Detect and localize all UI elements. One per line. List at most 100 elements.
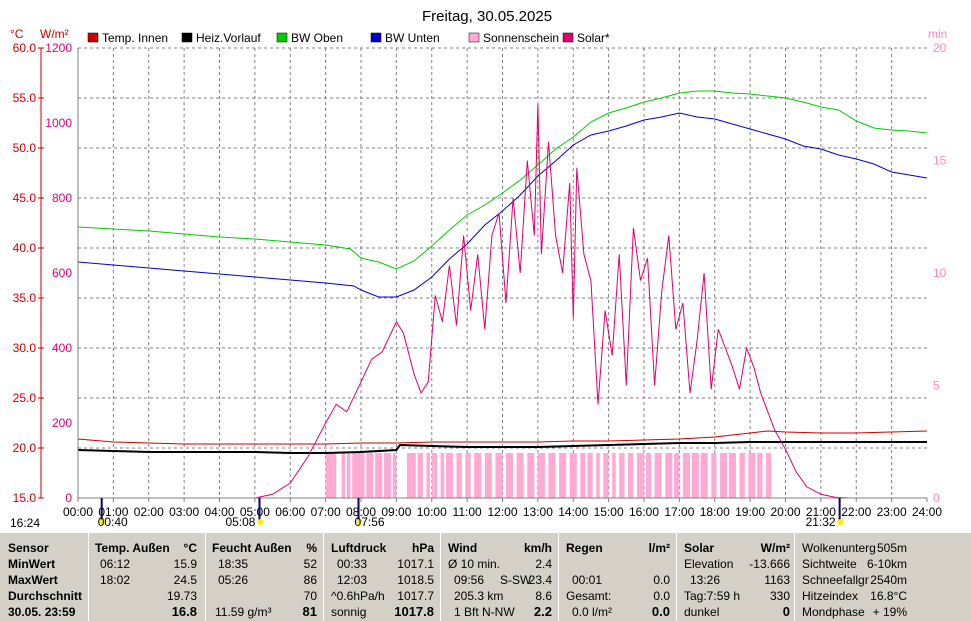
x-tick-label: 15:00 xyxy=(594,505,624,519)
x-tick-label: 08:00 xyxy=(346,505,376,519)
sunshine-bar xyxy=(406,453,416,498)
right-unit-minutes: min xyxy=(928,27,947,41)
x-tick-label: 21:00 xyxy=(806,505,836,519)
x-tick-label: 10:00 xyxy=(417,505,447,519)
wind-max-time: 09:56 xyxy=(454,573,485,587)
temp-column: Temp. Außen °C 06:12 15.9 18:02 24.5 19.73 … xyxy=(88,533,206,621)
humidity-unit: % xyxy=(306,541,317,555)
wind-mean-value: 8.6 xyxy=(535,589,552,603)
sunshine-bar xyxy=(757,453,763,498)
legend-swatch xyxy=(181,32,193,43)
sunshine-bar xyxy=(440,453,445,498)
visibility-value: 6-10km xyxy=(866,557,907,571)
rain-rate: 0.0 l/m² xyxy=(572,605,613,619)
x-tick-label: 07:00 xyxy=(311,505,341,519)
legend-label: Solar* xyxy=(577,31,610,45)
y-tick-label-minutes: 5 xyxy=(933,379,940,393)
legend-swatch xyxy=(87,32,99,43)
sunshine-bar xyxy=(766,453,772,498)
solar-max-time: 13:26 xyxy=(690,573,721,587)
y-tick-label-minutes: 0 xyxy=(933,491,940,505)
left-unit-solar: W/m² xyxy=(40,27,69,41)
wind-max-direction: S-SW xyxy=(500,573,532,587)
y-tick-label-solar: 400 xyxy=(52,341,72,355)
sunshine-bar xyxy=(603,453,609,498)
humidity-column: Feucht Außen% 18:35 52 05:26 86 70 11.59 g… xyxy=(205,533,324,621)
wind-current-value: 2.2 xyxy=(533,604,552,619)
x-tick-label: 02:00 xyxy=(134,505,164,519)
temp-avg-value: 19.73 xyxy=(166,589,197,603)
y-tick-label-solar: 800 xyxy=(52,191,72,205)
snowline-value: 2540m xyxy=(870,573,907,587)
rain-max-value: 0.0 xyxy=(653,573,670,587)
x-tick-label: 19:00 xyxy=(735,505,765,519)
series-line-solar xyxy=(254,104,850,499)
sun-marker-icon xyxy=(257,519,264,525)
sensor-column: Sensor MinWert MaxWert Durchschnitt 30.0… xyxy=(0,533,89,621)
sunshine-bar xyxy=(628,453,634,498)
rain-max-time: 00:01 xyxy=(572,573,603,587)
wind-distance: 205.3 km xyxy=(454,589,504,603)
wind-max-value: 23.4 xyxy=(528,573,552,587)
humidity-header: Feucht Außen xyxy=(212,541,292,555)
solar-elevation-value: -13.666 xyxy=(749,557,790,571)
wind-avg-value: 2.4 xyxy=(535,557,552,571)
y-tick-label-temp: 45.0 xyxy=(13,191,37,205)
y-tick-label-minutes: 15 xyxy=(933,154,947,168)
sun-marker-label: 00:40 xyxy=(98,515,128,529)
solar-avg-value: 330 xyxy=(769,589,790,603)
y-tick-label-solar: 0 xyxy=(65,491,72,505)
sunshine-bar xyxy=(352,453,365,498)
sunshine-bar xyxy=(739,453,745,498)
y-tick-label-solar: 200 xyxy=(52,416,72,430)
sunshine-bar xyxy=(537,453,545,498)
sunshine-bar xyxy=(548,453,556,498)
legend-label: Temp. Innen xyxy=(102,31,168,45)
solar-max-value: 1163 xyxy=(764,573,790,587)
wind-beaufort: 1 Bft N-NW xyxy=(454,605,515,619)
legend-label: Heiz.Vorlauf xyxy=(196,31,261,45)
sunshine-bar xyxy=(580,453,586,498)
x-tick-label: 03:00 xyxy=(169,505,199,519)
sunshine-bar xyxy=(587,453,593,498)
rain-column: Regen l/m² 00:01 0.0 Gesamt: 0.0 0.0 l/m² 0.… xyxy=(558,533,677,621)
wind-header: Wind xyxy=(448,541,478,555)
sunshine-bar xyxy=(366,453,374,498)
x-tick-label: 05:00 xyxy=(240,505,270,519)
humidity-absolute: 11.59 g/m³ xyxy=(215,605,272,619)
weather-chart: Freitag, 30.05.2025 °C W/m² min Temp. In… xyxy=(10,8,947,530)
sunshine-bar xyxy=(506,453,514,498)
cloud-base-label: Wolkenunterg xyxy=(802,541,876,555)
sunshine-bar xyxy=(636,453,644,498)
moon-phase-value: + 19% xyxy=(872,605,907,619)
cloud-base-value: 505m xyxy=(876,541,907,555)
rain-header: Regen xyxy=(566,541,603,555)
x-tick-label: 12:00 xyxy=(487,505,517,519)
snowline-label: Schneefallgr xyxy=(802,573,869,587)
wind-avg-label: Ø 10 min. xyxy=(448,557,501,571)
rain-current-value: 0.0 xyxy=(651,604,670,619)
sunshine-bar xyxy=(569,453,577,498)
humidity-min-time: 18:35 xyxy=(218,557,249,571)
wind-unit: km/h xyxy=(523,541,552,555)
series-line-heiz-vorlauf xyxy=(77,441,927,454)
y-tick-label-solar: 600 xyxy=(52,266,72,280)
humidity-max-time: 05:26 xyxy=(218,573,249,587)
pressure-max-time: 12:03 xyxy=(337,573,368,587)
sunshine-bar xyxy=(654,453,662,498)
pressure-header: Luftdruck xyxy=(331,541,387,555)
sunshine-bar xyxy=(456,453,462,498)
pressure-current-value: 1017.8 xyxy=(394,604,434,619)
x-tick-label: 01:00 xyxy=(98,505,128,519)
y-tick-label-temp: 20.0 xyxy=(13,441,37,455)
y-tick-label-temp: 50.0 xyxy=(13,141,37,155)
x-tick-label: 04:00 xyxy=(204,505,234,519)
sunshine-bar xyxy=(417,453,423,498)
pressure-trend: ^0.6hPa/h xyxy=(331,589,385,603)
sun-marker-label: 07:56 xyxy=(355,515,385,529)
sunshine-bar xyxy=(612,453,616,498)
legend-swatch xyxy=(276,32,288,43)
y-axis-solar: 0 200 400 600 800 1000 1200 xyxy=(45,41,72,505)
series-line-bw-unten xyxy=(77,112,928,298)
left-unit-celsius: °C xyxy=(10,27,24,41)
